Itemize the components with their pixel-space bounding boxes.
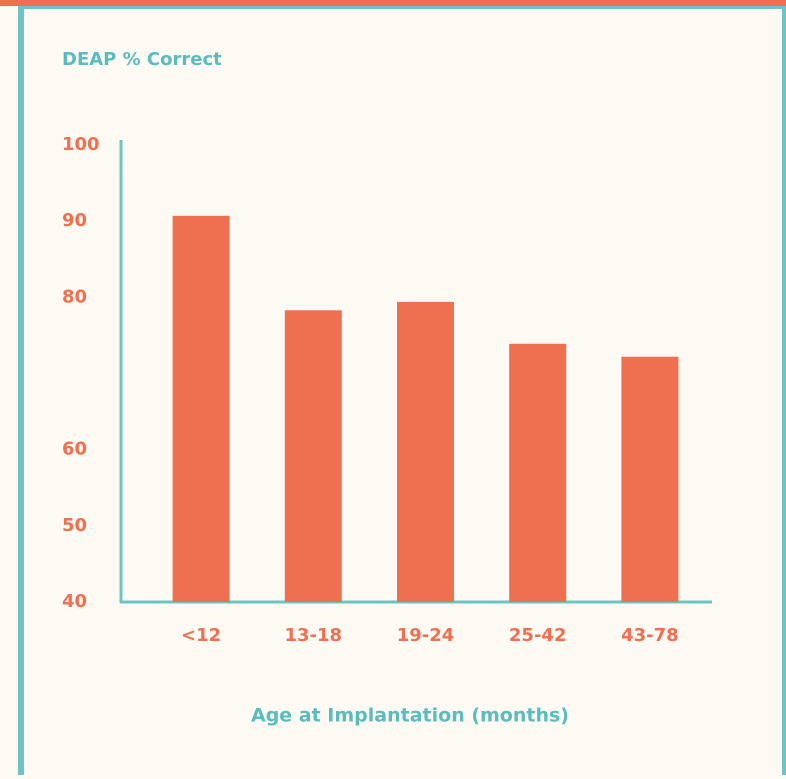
- right-border: [782, 6, 786, 775]
- x-tick-label: 19-24: [397, 625, 455, 646]
- top-border: [18, 6, 786, 9]
- x-tick-label: 13-18: [285, 625, 343, 646]
- bar: [172, 215, 230, 602]
- bar: [621, 356, 679, 602]
- left-border: [18, 6, 24, 775]
- y-tick-label: 60: [62, 439, 87, 460]
- x-tick-label: <12: [181, 625, 221, 646]
- x-axis-label: Age at Implantation (months): [251, 705, 569, 727]
- y-tick-label: 90: [62, 210, 87, 231]
- y-tick-label: 40: [62, 591, 87, 612]
- y-tick-label: 50: [62, 515, 87, 536]
- x-tick-label: 25-42: [509, 625, 567, 646]
- chart-title: DEAP % Correct: [62, 49, 222, 70]
- top-stripe: [0, 0, 786, 6]
- y-tick-label: 100: [62, 134, 100, 155]
- y-tick-label: 80: [62, 286, 87, 307]
- bar: [397, 301, 454, 602]
- bar: [284, 310, 342, 602]
- bar: [509, 343, 567, 602]
- x-tick-label: 43-78: [621, 625, 679, 646]
